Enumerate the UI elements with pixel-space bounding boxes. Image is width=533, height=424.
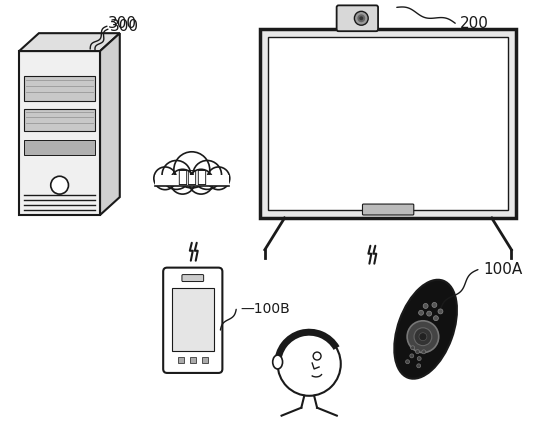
Circle shape xyxy=(162,160,191,190)
Circle shape xyxy=(418,310,424,315)
Polygon shape xyxy=(100,33,120,215)
Circle shape xyxy=(419,333,427,340)
Circle shape xyxy=(359,16,364,20)
Circle shape xyxy=(422,350,426,354)
Text: 200: 200 xyxy=(460,16,489,31)
Circle shape xyxy=(438,309,443,314)
Text: 互联网: 互联网 xyxy=(177,168,207,186)
Circle shape xyxy=(278,332,341,396)
Polygon shape xyxy=(260,29,516,218)
FancyBboxPatch shape xyxy=(337,6,378,31)
Ellipse shape xyxy=(394,280,457,379)
Circle shape xyxy=(354,11,368,25)
Polygon shape xyxy=(19,51,100,215)
Circle shape xyxy=(174,152,210,188)
Circle shape xyxy=(407,321,439,353)
FancyBboxPatch shape xyxy=(163,268,222,373)
Circle shape xyxy=(414,328,432,346)
Polygon shape xyxy=(156,177,228,186)
Polygon shape xyxy=(178,357,184,363)
Polygon shape xyxy=(24,76,95,101)
FancyBboxPatch shape xyxy=(362,204,414,215)
Circle shape xyxy=(207,167,230,190)
Polygon shape xyxy=(268,37,508,210)
Circle shape xyxy=(357,14,365,22)
Circle shape xyxy=(432,302,437,307)
Circle shape xyxy=(313,352,321,360)
Circle shape xyxy=(406,360,409,364)
FancyBboxPatch shape xyxy=(182,275,204,282)
Text: 300: 300 xyxy=(110,19,139,34)
Circle shape xyxy=(154,167,176,190)
Circle shape xyxy=(417,357,421,360)
Circle shape xyxy=(170,169,195,194)
Circle shape xyxy=(433,316,438,321)
Circle shape xyxy=(427,311,432,316)
Text: 300: 300 xyxy=(108,16,137,31)
Polygon shape xyxy=(19,33,120,51)
Circle shape xyxy=(189,169,213,194)
Text: —100B: —100B xyxy=(240,302,290,316)
Ellipse shape xyxy=(273,355,282,369)
Polygon shape xyxy=(24,109,95,131)
Circle shape xyxy=(417,364,421,368)
Polygon shape xyxy=(190,357,196,363)
Polygon shape xyxy=(155,175,229,186)
Circle shape xyxy=(51,176,68,194)
Circle shape xyxy=(410,354,414,358)
Circle shape xyxy=(423,304,428,308)
Circle shape xyxy=(416,350,419,354)
Circle shape xyxy=(193,160,222,190)
Text: 100A: 100A xyxy=(483,262,522,277)
Polygon shape xyxy=(24,140,95,155)
Polygon shape xyxy=(201,357,207,363)
Polygon shape xyxy=(172,287,214,351)
Circle shape xyxy=(410,346,415,350)
